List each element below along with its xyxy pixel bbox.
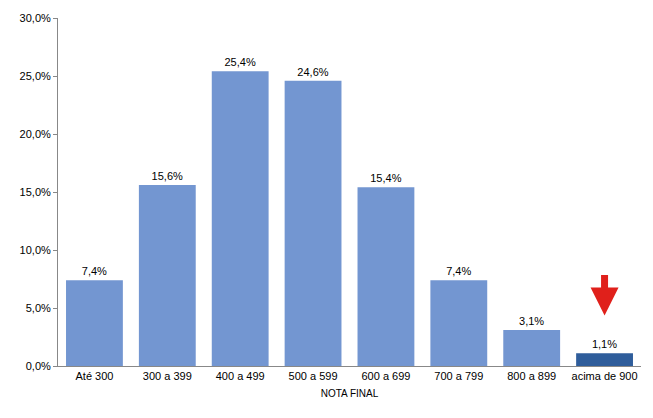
svg-text:3,1%: 3,1% bbox=[519, 315, 544, 327]
svg-text:25,4%: 25,4% bbox=[224, 56, 255, 68]
svg-text:700 a 799: 700 a 799 bbox=[434, 370, 483, 382]
svg-text:15,4%: 15,4% bbox=[370, 172, 401, 184]
svg-text:600 a 699: 600 a 699 bbox=[361, 370, 410, 382]
svg-text:acima de 900: acima de 900 bbox=[572, 370, 638, 382]
svg-text:10,0%: 10,0% bbox=[20, 244, 51, 256]
svg-text:30,0%: 30,0% bbox=[20, 12, 51, 24]
svg-text:NOTA FINAL: NOTA FINAL bbox=[321, 388, 379, 399]
svg-text:400 a 499: 400 a 499 bbox=[216, 370, 265, 382]
svg-text:5,0%: 5,0% bbox=[26, 302, 51, 314]
svg-text:0,0%: 0,0% bbox=[26, 360, 51, 372]
svg-text:24,6%: 24,6% bbox=[297, 66, 328, 78]
svg-text:7,4%: 7,4% bbox=[446, 265, 471, 277]
svg-text:15,0%: 15,0% bbox=[20, 186, 51, 198]
svg-text:25,0%: 25,0% bbox=[20, 70, 51, 82]
svg-text:7,4%: 7,4% bbox=[82, 265, 107, 277]
svg-text:20,0%: 20,0% bbox=[20, 128, 51, 140]
svg-text:800 a 899: 800 a 899 bbox=[507, 370, 556, 382]
svg-text:Até 300: Até 300 bbox=[75, 370, 113, 382]
svg-text:1,1%: 1,1% bbox=[592, 338, 617, 350]
svg-text:300 a 399: 300 a 399 bbox=[143, 370, 192, 382]
svg-text:500 a 599: 500 a 599 bbox=[289, 370, 338, 382]
svg-text:15,6%: 15,6% bbox=[152, 170, 183, 182]
